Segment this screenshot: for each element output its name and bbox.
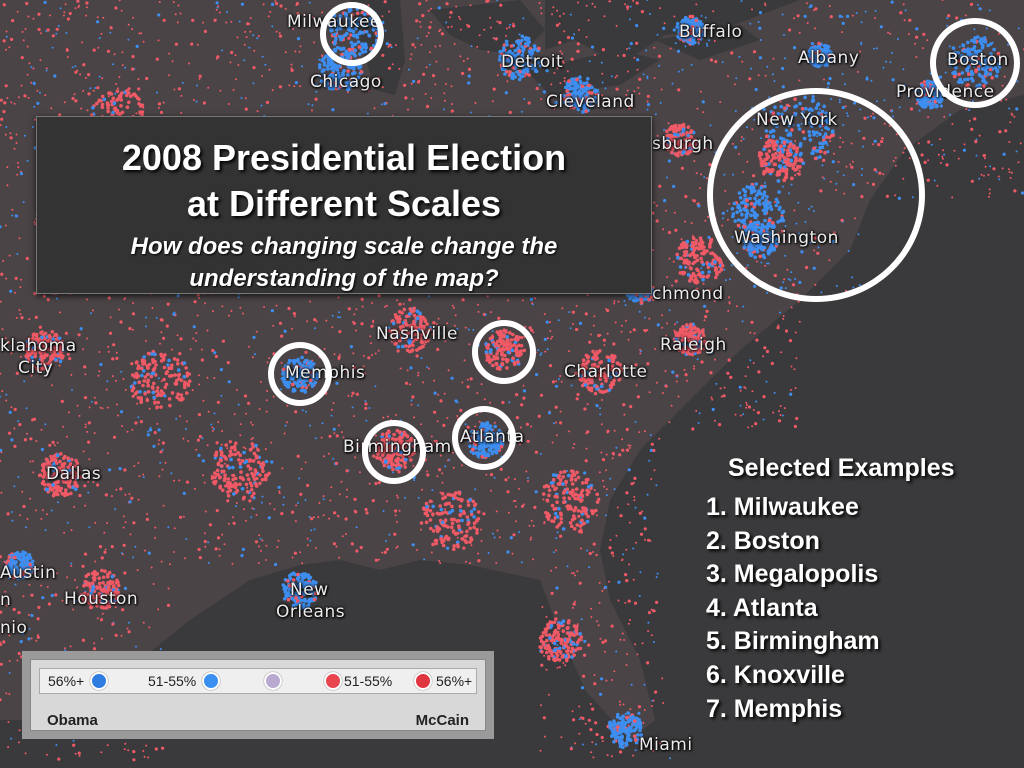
city-label-miami: Miami — [639, 735, 693, 755]
red-dot-icon — [324, 672, 342, 690]
city-label-richmond: chmond — [652, 284, 724, 304]
purple-dot-icon — [264, 672, 282, 690]
subtitle-line-2: understanding of the map? — [189, 265, 499, 292]
city-label-houston: Houston — [64, 589, 139, 609]
highlight-ring-memphis — [268, 342, 332, 406]
city-label-chicago: Chicago — [310, 72, 382, 92]
legend-scale: 56%+ 51-55% 51-55% 56%+ — [39, 668, 477, 694]
legend-label: 51-55% — [148, 673, 197, 689]
city-label-cleveland: Cleveland — [546, 92, 635, 112]
selected-examples-heading: Selected Examples — [728, 454, 955, 482]
city-label-san-antonio: nio — [0, 618, 28, 638]
city-label-austin: Austin — [0, 563, 57, 583]
list-item: 1. Milwaukee — [706, 493, 859, 521]
lake-ontario — [655, 25, 760, 60]
city-label-new-orleans-1: New — [290, 580, 329, 600]
legend-item-rep-51: 51-55% — [324, 671, 392, 691]
title-box: 2008 Presidential Election at Different … — [36, 116, 652, 294]
city-label-san-antonio-fragment: n — [0, 590, 12, 610]
legend-label: 56%+ — [48, 673, 85, 689]
blue-dot-icon — [90, 672, 109, 690]
legend-item-dem-51: 51-55% — [148, 671, 221, 691]
highlight-ring-megalopolis — [707, 88, 925, 302]
list-item: 2. Boston — [706, 526, 820, 555]
city-label-new-orleans-2: Orleans — [276, 602, 346, 622]
red-dot-icon — [414, 672, 432, 690]
legend-item-tossup — [264, 671, 282, 691]
list-item: 5. Birmingham — [706, 627, 880, 656]
highlight-ring-milwaukee — [320, 2, 384, 66]
list-item: 6. Knoxville — [706, 660, 845, 689]
title-line-1: 2008 Presidential Election — [121, 137, 567, 178]
list-item: 4. Atlanta — [706, 593, 818, 622]
city-label-buffalo: Buffalo — [679, 22, 743, 42]
city-label-charlotte: Charlotte — [564, 362, 648, 382]
highlight-ring-birmingham — [362, 420, 426, 484]
legend-label: 56%+ — [436, 673, 473, 689]
legend-label: 51-55% — [344, 673, 393, 689]
blue-dot-icon — [202, 672, 221, 690]
subtitle-line-1: How does changing scale change the — [130, 233, 558, 260]
city-label-pittsburgh: sburgh — [652, 134, 714, 154]
city-label-oklahoma-city-2: City — [18, 358, 54, 378]
city-label-raleigh: Raleigh — [660, 335, 727, 355]
highlight-ring-atlanta — [452, 406, 516, 470]
city-label-nashville: Nashville — [376, 324, 458, 344]
legend-item-dem-56: 56%+ — [48, 671, 109, 691]
city-label-oklahoma-city-1: klahoma — [0, 336, 77, 356]
highlight-ring-knoxville — [472, 320, 536, 384]
list-item: 3. Megalopolis — [706, 560, 879, 589]
lake-erie — [525, 50, 660, 95]
selected-examples-list: Selected Examples 1. Milwaukee 2. Boston… — [706, 454, 955, 726]
legend-panel: 56%+ 51-55% 51-55% 56%+ Obama McCain — [30, 659, 486, 731]
legend-obama-label: Obama — [47, 712, 98, 729]
legend-item-rep-56: 56%+ — [414, 671, 472, 691]
city-label-albany: Albany — [798, 48, 860, 68]
list-item: 7. Memphis — [706, 694, 843, 723]
map-legend: 56%+ 51-55% 51-55% 56%+ Obama McCain — [22, 651, 494, 739]
city-label-dallas: Dallas — [46, 464, 102, 484]
legend-mccain-label: McCain — [415, 712, 469, 729]
title-line-2: at Different Scales — [186, 183, 502, 224]
highlight-ring-boston — [930, 18, 1020, 108]
city-label-detroit: Detroit — [501, 52, 564, 72]
